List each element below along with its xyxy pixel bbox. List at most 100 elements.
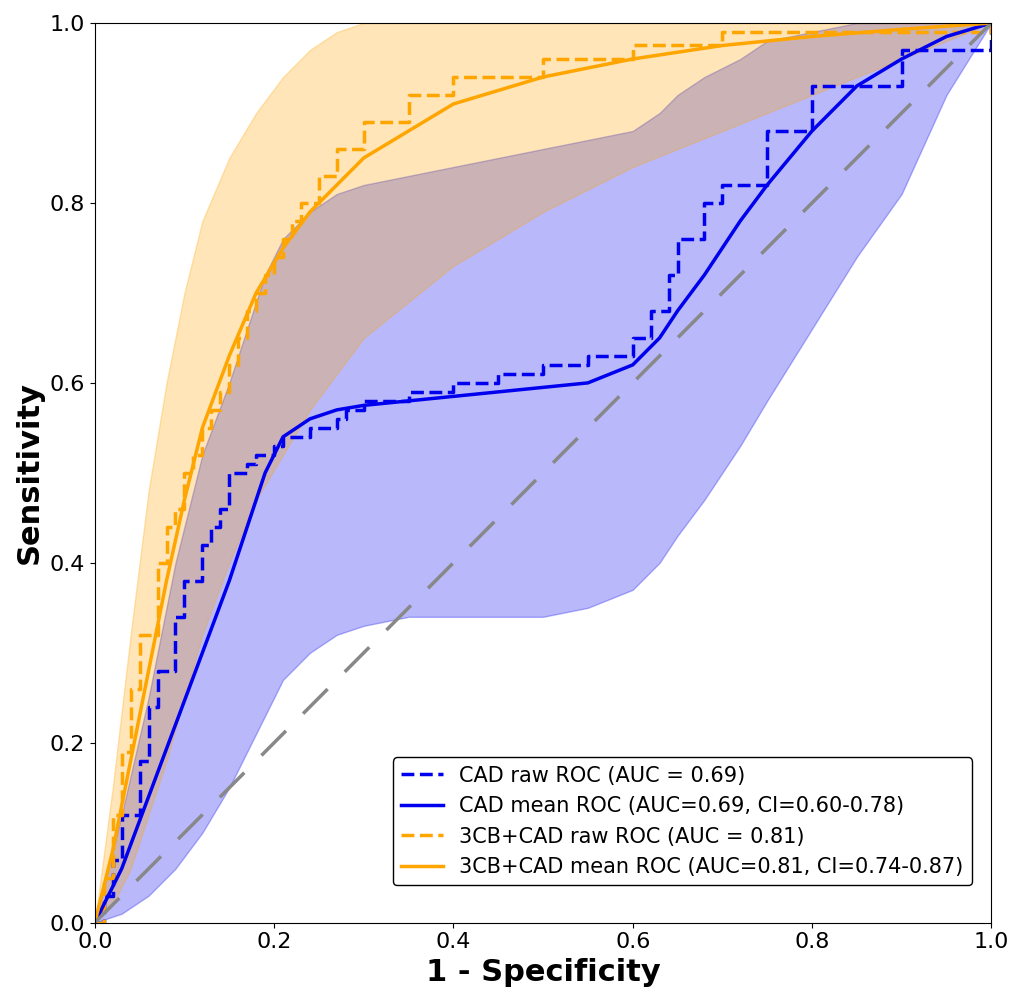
CAD raw ROC (AUC = 0.69) [357, 395, 370, 407]
CAD raw ROC (AUC = 0.69) [322, 422, 334, 434]
3CB+CAD raw ROC (AUC = 0.81) [286, 214, 298, 226]
CAD raw ROC (AUC = 0.69) [698, 197, 711, 209]
3CB+CAD mean ROC (AUC=0.81, CI=0.74-0.87) [447, 98, 460, 110]
3CB+CAD raw ROC (AUC = 0.81) [276, 232, 289, 244]
3CB+CAD mean ROC (AUC=0.81, CI=0.74-0.87) [806, 30, 818, 42]
3CB+CAD raw ROC (AUC = 0.81) [716, 26, 728, 38]
CAD mean ROC (AUC=0.69, CI=0.60-0.78) [357, 400, 370, 412]
CAD mean ROC (AUC=0.69, CI=0.60-0.78) [89, 917, 101, 929]
CAD mean ROC (AUC=0.69, CI=0.60-0.78) [985, 17, 997, 29]
3CB+CAD mean ROC (AUC=0.81, CI=0.74-0.87) [304, 206, 316, 218]
CAD mean ROC (AUC=0.69, CI=0.60-0.78) [197, 647, 209, 659]
CAD raw ROC (AUC = 0.69) [276, 431, 289, 443]
3CB+CAD raw ROC (AUC = 0.81) [116, 745, 128, 758]
3CB+CAD raw ROC (AUC = 0.81) [250, 287, 262, 299]
CAD mean ROC (AUC=0.69, CI=0.60-0.78) [223, 575, 236, 587]
CAD mean ROC (AUC=0.69, CI=0.60-0.78) [331, 404, 343, 416]
3CB+CAD raw ROC (AUC = 0.81) [259, 269, 271, 281]
3CB+CAD mean ROC (AUC=0.81, CI=0.74-0.87) [627, 53, 639, 65]
3CB+CAD mean ROC (AUC=0.81, CI=0.74-0.87) [250, 287, 262, 299]
CAD raw ROC (AUC = 0.69) [340, 404, 352, 416]
3CB+CAD raw ROC (AUC = 0.81) [447, 71, 460, 83]
CAD raw ROC (AUC = 0.69) [205, 521, 217, 533]
3CB+CAD mean ROC (AUC=0.81, CI=0.74-0.87) [125, 755, 137, 767]
3CB+CAD mean ROC (AUC=0.81, CI=0.74-0.87) [223, 350, 236, 362]
3CB+CAD raw ROC (AUC = 0.81) [125, 682, 137, 694]
3CB+CAD raw ROC (AUC = 0.81) [106, 809, 119, 821]
CAD raw ROC (AUC = 0.69) [241, 458, 253, 470]
CAD raw ROC (AUC = 0.69) [716, 179, 728, 191]
Y-axis label: Sensitivity: Sensitivity [15, 382, 44, 564]
CAD mean ROC (AUC=0.69, CI=0.60-0.78) [447, 391, 460, 403]
3CB+CAD mean ROC (AUC=0.81, CI=0.74-0.87) [178, 494, 190, 506]
CAD raw ROC (AUC = 0.69) [493, 368, 505, 380]
3CB+CAD raw ROC (AUC = 0.81) [268, 250, 281, 263]
X-axis label: 1 - Specificity: 1 - Specificity [426, 958, 660, 987]
CAD mean ROC (AUC=0.69, CI=0.60-0.78) [493, 386, 505, 398]
CAD raw ROC (AUC = 0.69) [169, 611, 181, 623]
CAD raw ROC (AUC = 0.69) [331, 413, 343, 425]
3CB+CAD raw ROC (AUC = 0.81) [985, 17, 997, 29]
3CB+CAD mean ROC (AUC=0.81, CI=0.74-0.87) [402, 125, 415, 137]
3CB+CAD mean ROC (AUC=0.81, CI=0.74-0.87) [106, 845, 119, 857]
3CB+CAD raw ROC (AUC = 0.81) [214, 386, 226, 398]
CAD mean ROC (AUC=0.69, CI=0.60-0.78) [806, 125, 818, 137]
CAD mean ROC (AUC=0.69, CI=0.60-0.78) [734, 214, 746, 226]
3CB+CAD mean ROC (AUC=0.81, CI=0.74-0.87) [197, 422, 209, 434]
Line: CAD raw ROC (AUC = 0.69): CAD raw ROC (AUC = 0.69) [95, 23, 991, 923]
3CB+CAD mean ROC (AUC=0.81, CI=0.74-0.87) [985, 17, 997, 29]
CAD raw ROC (AUC = 0.69) [663, 269, 675, 281]
3CB+CAD mean ROC (AUC=0.81, CI=0.74-0.87) [716, 39, 728, 51]
CAD mean ROC (AUC=0.69, CI=0.60-0.78) [142, 791, 155, 803]
CAD raw ROC (AUC = 0.69) [761, 125, 773, 137]
3CB+CAD raw ROC (AUC = 0.81) [232, 332, 245, 344]
CAD mean ROC (AUC=0.69, CI=0.60-0.78) [698, 269, 711, 281]
3CB+CAD raw ROC (AUC = 0.81) [205, 404, 217, 416]
CAD mean ROC (AUC=0.69, CI=0.60-0.78) [672, 305, 684, 317]
CAD mean ROC (AUC=0.69, CI=0.60-0.78) [653, 332, 666, 344]
CAD raw ROC (AUC = 0.69) [312, 422, 325, 434]
CAD raw ROC (AUC = 0.69) [402, 386, 415, 398]
3CB+CAD raw ROC (AUC = 0.81) [169, 503, 181, 515]
CAD raw ROC (AUC = 0.69) [197, 539, 209, 551]
3CB+CAD raw ROC (AUC = 0.81) [402, 89, 415, 101]
CAD raw ROC (AUC = 0.69) [152, 664, 164, 676]
3CB+CAD raw ROC (AUC = 0.81) [133, 629, 145, 641]
3CB+CAD mean ROC (AUC=0.81, CI=0.74-0.87) [537, 71, 549, 83]
CAD mean ROC (AUC=0.69, CI=0.60-0.78) [259, 467, 271, 479]
3CB+CAD raw ROC (AUC = 0.81) [537, 53, 549, 65]
3CB+CAD raw ROC (AUC = 0.81) [197, 422, 209, 434]
CAD raw ROC (AUC = 0.69) [89, 917, 101, 929]
3CB+CAD mean ROC (AUC=0.81, CI=0.74-0.87) [276, 241, 289, 254]
CAD raw ROC (AUC = 0.69) [537, 359, 549, 371]
CAD mean ROC (AUC=0.69, CI=0.60-0.78) [402, 395, 415, 407]
3CB+CAD raw ROC (AUC = 0.81) [161, 521, 173, 533]
3CB+CAD raw ROC (AUC = 0.81) [331, 143, 343, 155]
CAD raw ROC (AUC = 0.69) [259, 449, 271, 461]
3CB+CAD raw ROC (AUC = 0.81) [241, 305, 253, 317]
CAD raw ROC (AUC = 0.69) [142, 700, 155, 712]
3CB+CAD mean ROC (AUC=0.81, CI=0.74-0.87) [89, 917, 101, 929]
CAD raw ROC (AUC = 0.69) [286, 431, 298, 443]
3CB+CAD raw ROC (AUC = 0.81) [295, 197, 307, 209]
CAD raw ROC (AUC = 0.69) [896, 44, 908, 56]
CAD mean ROC (AUC=0.69, CI=0.60-0.78) [851, 80, 863, 92]
3CB+CAD mean ROC (AUC=0.81, CI=0.74-0.87) [331, 179, 343, 191]
CAD mean ROC (AUC=0.69, CI=0.60-0.78) [627, 359, 639, 371]
CAD mean ROC (AUC=0.69, CI=0.60-0.78) [169, 718, 181, 730]
Line: 3CB+CAD mean ROC (AUC=0.81, CI=0.74-0.87): 3CB+CAD mean ROC (AUC=0.81, CI=0.74-0.87… [95, 23, 991, 923]
3CB+CAD mean ROC (AUC=0.81, CI=0.74-0.87) [896, 23, 908, 35]
3CB+CAD raw ROC (AUC = 0.81) [152, 557, 164, 569]
CAD raw ROC (AUC = 0.69) [985, 17, 997, 29]
CAD raw ROC (AUC = 0.69) [672, 232, 684, 244]
CAD mean ROC (AUC=0.69, CI=0.60-0.78) [582, 377, 594, 389]
CAD raw ROC (AUC = 0.69) [250, 449, 262, 461]
CAD mean ROC (AUC=0.69, CI=0.60-0.78) [276, 431, 289, 443]
CAD raw ROC (AUC = 0.69) [582, 350, 594, 362]
CAD mean ROC (AUC=0.69, CI=0.60-0.78) [940, 30, 952, 42]
CAD mean ROC (AUC=0.69, CI=0.60-0.78) [116, 863, 128, 875]
CAD raw ROC (AUC = 0.69) [133, 755, 145, 767]
CAD mean ROC (AUC=0.69, CI=0.60-0.78) [537, 382, 549, 394]
CAD raw ROC (AUC = 0.69) [304, 422, 316, 434]
CAD raw ROC (AUC = 0.69) [97, 890, 110, 902]
